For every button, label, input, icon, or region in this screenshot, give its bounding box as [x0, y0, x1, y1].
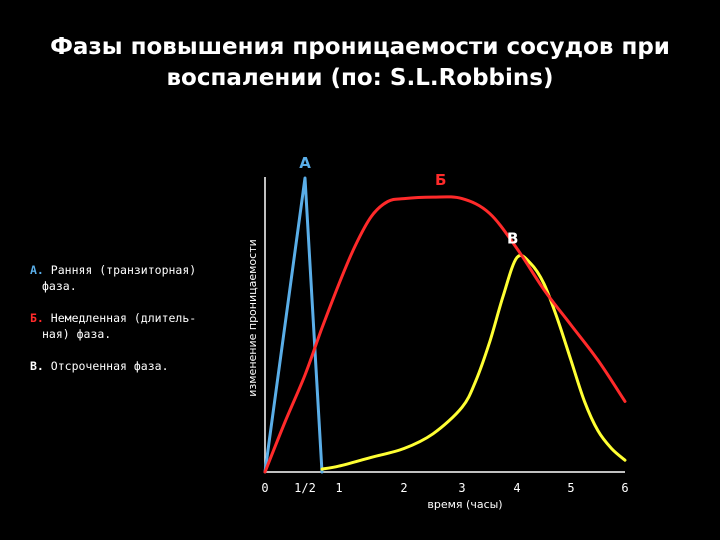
- chart-title-line-1: Фазы повышения проницаемости сосудов при: [50, 34, 670, 60]
- peak-label-v: В: [507, 229, 518, 247]
- legend-letter-v: В.: [30, 359, 44, 373]
- series-lines: [263, 176, 627, 474]
- peak-label-b: Б: [435, 171, 446, 189]
- series-line-a: [263, 176, 324, 474]
- legend-text-b-line2: ная) фаза.: [42, 327, 112, 341]
- x-tick-label: 6: [621, 481, 628, 495]
- legend-letter-a: А.: [30, 263, 44, 277]
- x-tick-labels: 0 1/2 1 2 3 4 5 6: [261, 481, 628, 495]
- peak-labels: А Б В: [299, 154, 518, 247]
- legend-text-b-line1: Немедленная (длитель-: [50, 311, 197, 325]
- chart-title-line-2: воспалении (по: S.L.Robbins): [166, 65, 554, 91]
- legend-letter-b: Б.: [30, 311, 44, 325]
- legend-text-v-line1: Отсроченная фаза.: [50, 359, 169, 373]
- x-axis-label: время (часы): [427, 498, 502, 511]
- series-line-b: [263, 195, 627, 474]
- legend-text-a-line2: фаза.: [42, 279, 77, 293]
- x-tick-label: 4: [513, 481, 520, 495]
- x-tick-label: 0: [261, 481, 268, 495]
- legend-item-b: Б. Немедленная (длитель- ная) фаза.: [30, 310, 230, 342]
- x-tick-label: 5: [567, 481, 574, 495]
- y-axis-label: изменение проницаемости: [246, 239, 259, 397]
- x-tick-label: 1/2: [294, 481, 316, 495]
- series-line-v: [320, 253, 627, 471]
- x-tick-label: 2: [400, 481, 407, 495]
- legend-item-a: А. Ранняя (транзиторная) фаза.: [30, 262, 230, 294]
- x-tick-label: 3: [458, 481, 465, 495]
- legend-text-a-line1: Ранняя (транзиторная): [50, 263, 197, 277]
- x-tick-label: 1: [335, 481, 342, 495]
- chart-title: Фазы повышения проницаемости сосудов при…: [0, 32, 720, 94]
- peak-label-a: А: [299, 154, 311, 172]
- legend-item-v: В. Отсроченная фаза.: [30, 358, 230, 374]
- legend: А. Ранняя (транзиторная) фаза. Б. Немедл…: [30, 262, 230, 390]
